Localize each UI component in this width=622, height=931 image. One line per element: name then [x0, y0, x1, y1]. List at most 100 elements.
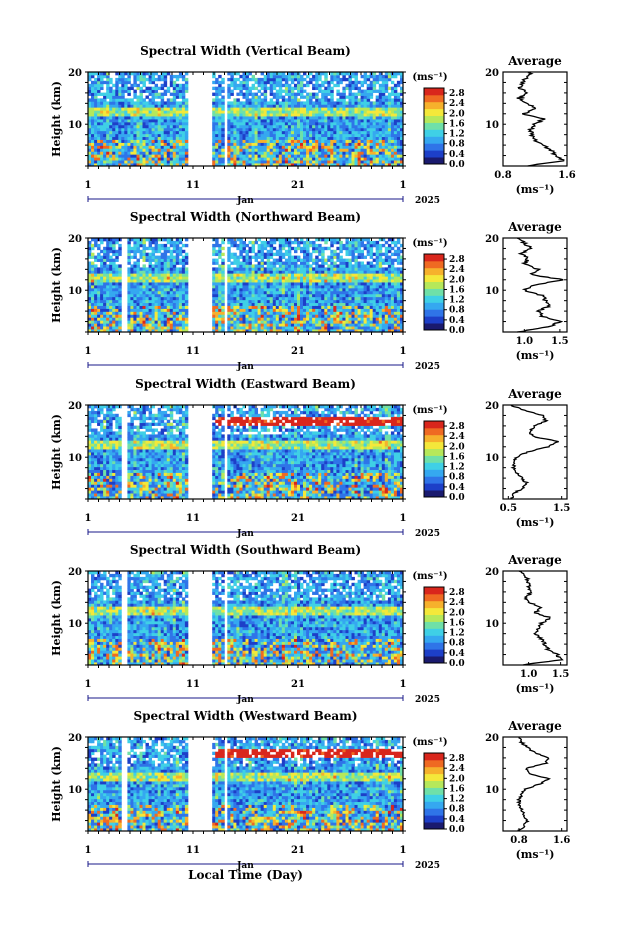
- colorbar-tick-label: 2.8: [449, 89, 465, 99]
- x-tick-label: 1: [400, 513, 407, 524]
- x-tick-label: 1: [85, 513, 92, 524]
- average-panel: Average 10 20 0.8 1.6(ms⁻¹): [485, 54, 576, 196]
- colorbar-swatch: [424, 434, 444, 443]
- colorbar-swatch: [424, 150, 444, 158]
- colorbar-tick-label: 0.8: [449, 805, 465, 815]
- y-tick-label: 10: [68, 453, 82, 464]
- colorbar-swatch: [424, 302, 444, 310]
- colorbar-tick-label: 1.6: [449, 119, 465, 129]
- colorbar-tick-label: 0.8: [449, 639, 465, 649]
- colorbar-swatch: [424, 295, 444, 303]
- colorbar-swatch: [424, 621, 444, 629]
- average-profile-line: [516, 237, 564, 333]
- x-tick-label: 11: [186, 679, 200, 690]
- colorbar-tick-label: 1.2: [449, 463, 465, 473]
- colorbar-tick-label: 0.0: [449, 160, 465, 170]
- year-label: 2025: [415, 196, 440, 206]
- colorbar-swatch: [424, 448, 444, 456]
- average-title: Average: [507, 553, 562, 567]
- average-y-tick-label: 10: [485, 453, 499, 464]
- year-label: 2025: [415, 529, 440, 539]
- colorbar-swatch: [424, 115, 444, 123]
- x-tick-label: 21: [291, 180, 305, 191]
- average-title: Average: [507, 387, 562, 401]
- month-label: Jan: [236, 196, 254, 206]
- average-frame: [502, 237, 568, 333]
- panel-4: Spectral Width (Westward Beam) 10 20 Height…: [50, 709, 570, 871]
- colorbar-frame: [423, 253, 445, 331]
- colorbar: 0.00.40.81.21.62.02.42.8: [423, 586, 465, 669]
- colorbar-swatch: [424, 101, 444, 110]
- x-tick-label: 11: [186, 513, 200, 524]
- colorbar-swatch: [424, 808, 444, 816]
- colorbar-swatch: [424, 649, 444, 657]
- colorbar-tick-label: 2.0: [449, 109, 465, 119]
- average-x-tick-label: 1.5: [551, 336, 568, 347]
- colorbar-tick-label: 2.4: [449, 432, 465, 442]
- average-title: Average: [507, 54, 562, 68]
- colorbar-tick-label: 2.8: [449, 422, 465, 432]
- colorbar-swatch: [424, 288, 444, 296]
- average-y-tick-label: 10: [485, 785, 499, 796]
- average-title: Average: [507, 719, 562, 733]
- colorbar-swatch: [424, 628, 444, 636]
- x-tick-label: 21: [291, 513, 305, 524]
- colorbar-tick-label: 2.8: [449, 255, 465, 265]
- colorbar-frame: [423, 752, 445, 830]
- colorbar-swatch: [424, 773, 444, 782]
- colorbar-tick-label: 2.0: [449, 774, 465, 784]
- colorbar-tick-label: 0.8: [449, 140, 465, 150]
- average-x-label: (ms⁻¹): [516, 848, 555, 861]
- colorbar-tick-label: 1.6: [449, 452, 465, 462]
- colorbar-tick-label: 0.8: [449, 306, 465, 316]
- average-title: Average: [507, 220, 562, 234]
- colorbar-swatch: [424, 455, 444, 463]
- x-tick-label: 1: [400, 180, 407, 191]
- x-tick-label: 1: [400, 845, 407, 856]
- average-x-label: (ms⁻¹): [516, 516, 555, 529]
- x-tick-label: 1: [85, 346, 92, 357]
- colorbar-swatch: [424, 267, 444, 276]
- unit-label: (ms⁻¹): [412, 72, 447, 83]
- colorbar-swatch: [424, 143, 444, 151]
- average-y-tick-label: 20: [485, 733, 499, 744]
- average-frame: [502, 404, 568, 500]
- colorbar-tick-label: 0.4: [449, 483, 465, 493]
- y-axis-label: Height (km): [50, 81, 63, 157]
- month-label: Jan: [236, 362, 254, 372]
- colorbar-swatch: [424, 427, 444, 436]
- average-profile-line: [516, 71, 565, 167]
- colorbar-tick-label: 2.8: [449, 588, 465, 598]
- y-axis-label: Height (km): [50, 414, 63, 490]
- average-x-tick-label: 1.6: [553, 835, 570, 846]
- colorbar-tick-label: 0.0: [449, 326, 465, 336]
- colorbar-frame: [423, 87, 445, 165]
- colorbar-tick-label: 1.6: [449, 784, 465, 794]
- colorbar-swatch: [424, 129, 444, 137]
- panel-title: Spectral Width (Southward Beam): [130, 543, 361, 557]
- panel-title: Spectral Width (Vertical Beam): [140, 44, 351, 58]
- colorbar-swatch: [424, 642, 444, 650]
- colorbar-tick-label: 1.6: [449, 285, 465, 295]
- colorbar-swatch: [424, 822, 444, 830]
- colorbar-swatch: [424, 462, 444, 470]
- average-profile-line: [515, 736, 551, 832]
- colorbar-swatch: [424, 274, 444, 283]
- colorbar-tick-label: 2.0: [449, 608, 465, 618]
- colorbar-swatch: [424, 281, 444, 289]
- colorbar-swatch: [424, 88, 444, 96]
- colorbar-swatch: [424, 490, 444, 498]
- colorbar-swatch: [424, 635, 444, 643]
- colorbar-swatch: [424, 593, 444, 602]
- unit-label: (ms⁻¹): [412, 737, 447, 748]
- colorbar-tick-label: 0.0: [449, 659, 465, 669]
- colorbar: 0.00.40.81.21.62.02.42.8: [423, 253, 465, 336]
- colorbar-swatch: [424, 421, 444, 429]
- colorbar-swatch: [424, 759, 444, 768]
- colorbar-swatch: [424, 587, 444, 595]
- colorbar-swatch: [424, 614, 444, 622]
- heatmap-cells: [88, 737, 404, 832]
- average-y-tick-label: 20: [485, 234, 499, 245]
- average-x-tick-label: 1.5: [553, 503, 570, 514]
- month-label: Jan: [236, 529, 254, 539]
